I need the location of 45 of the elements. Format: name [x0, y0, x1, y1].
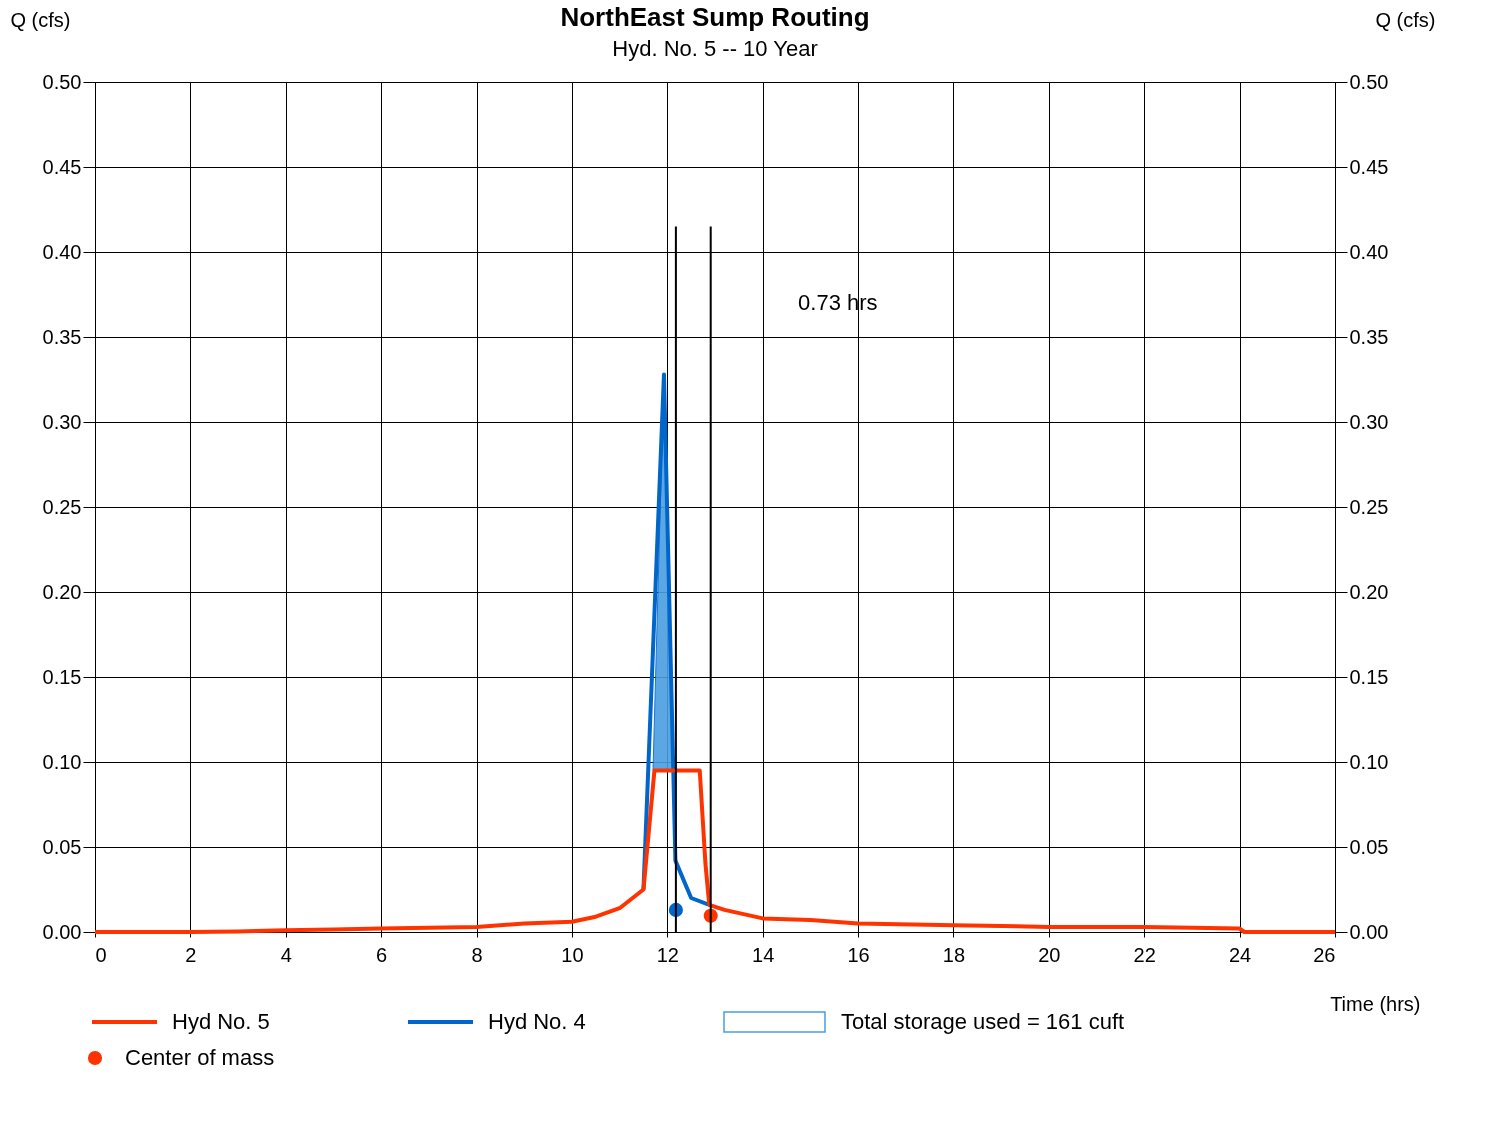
x-tick-label: 26 — [1313, 943, 1336, 966]
x-tick-label: 10 — [561, 943, 584, 966]
legend-label: Hyd No. 5 — [172, 1009, 270, 1034]
legend-label: Total storage used = 161 cuft — [841, 1009, 1125, 1034]
x-tick-label: 16 — [847, 943, 870, 966]
y2-tick-label: 0.45 — [1349, 155, 1389, 178]
y2-tick-label: 0.10 — [1349, 750, 1389, 773]
legend-label: Center of mass — [125, 1045, 275, 1070]
y-tick-label: 0.45 — [42, 155, 82, 178]
y2-tick-label: 0.00 — [1349, 920, 1389, 943]
y-axis-title: Q (cfs) — [10, 8, 71, 31]
x-tick-label: 14 — [752, 943, 775, 966]
x-tick-label: 20 — [1038, 943, 1061, 966]
x-tick-label: 0 — [95, 943, 107, 966]
chart-title: NorthEast Sump Routing — [560, 2, 870, 32]
x-tick-label: 18 — [942, 943, 966, 966]
x-tick-label: 6 — [376, 943, 388, 966]
y2-tick-label: 0.35 — [1349, 325, 1389, 348]
chart-subtitle: Hyd. No. 5 -- 10 Year — [612, 36, 818, 61]
y2-axis-title: Q (cfs) — [1375, 8, 1436, 31]
y-tick-label: 0.50 — [42, 70, 82, 93]
y-tick-label: 0.20 — [42, 580, 82, 603]
x-tick-label: 4 — [280, 943, 292, 966]
y2-tick-label: 0.05 — [1349, 835, 1389, 858]
y-tick-label: 0.10 — [42, 750, 82, 773]
y2-tick-label: 0.25 — [1349, 495, 1389, 518]
y2-tick-label: 0.30 — [1349, 410, 1389, 433]
legend-label: Hyd No. 4 — [488, 1009, 586, 1034]
x-tick-label: 2 — [185, 943, 197, 966]
y-tick-label: 0.15 — [42, 665, 82, 688]
y-tick-label: 0.35 — [42, 325, 82, 348]
x-tick-label: 12 — [656, 943, 679, 966]
y-tick-label: 0.40 — [42, 240, 82, 263]
x-tick-label: 8 — [471, 943, 483, 966]
y2-tick-label: 0.15 — [1349, 665, 1389, 688]
y2-tick-label: 0.50 — [1349, 70, 1389, 93]
y-tick-label: 0.00 — [42, 920, 82, 943]
x-tick-label: 22 — [1133, 943, 1156, 966]
y-tick-label: 0.05 — [42, 835, 82, 858]
y-tick-label: 0.25 — [42, 495, 82, 518]
y2-tick-label: 0.40 — [1349, 240, 1389, 263]
x-axis-title: Time (hrs) — [1330, 992, 1421, 1015]
x-tick-label: 24 — [1228, 943, 1252, 966]
y2-tick-label: 0.20 — [1349, 580, 1389, 603]
y-tick-label: 0.30 — [42, 410, 82, 433]
